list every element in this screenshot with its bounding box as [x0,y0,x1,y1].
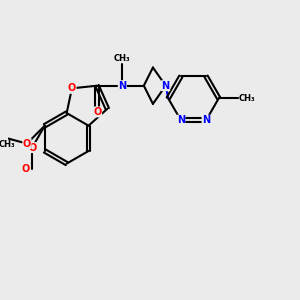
Text: O: O [28,142,36,153]
Text: N: N [202,115,210,125]
Text: N: N [177,115,185,125]
Text: CH₃: CH₃ [114,54,130,63]
Text: N: N [118,81,126,91]
Text: O: O [22,164,30,174]
Text: CH₃: CH₃ [239,94,255,103]
Text: O: O [93,107,102,117]
Text: O: O [68,83,76,93]
Text: O: O [23,139,31,148]
Text: N: N [162,81,170,91]
Text: CH₃: CH₃ [0,140,16,149]
